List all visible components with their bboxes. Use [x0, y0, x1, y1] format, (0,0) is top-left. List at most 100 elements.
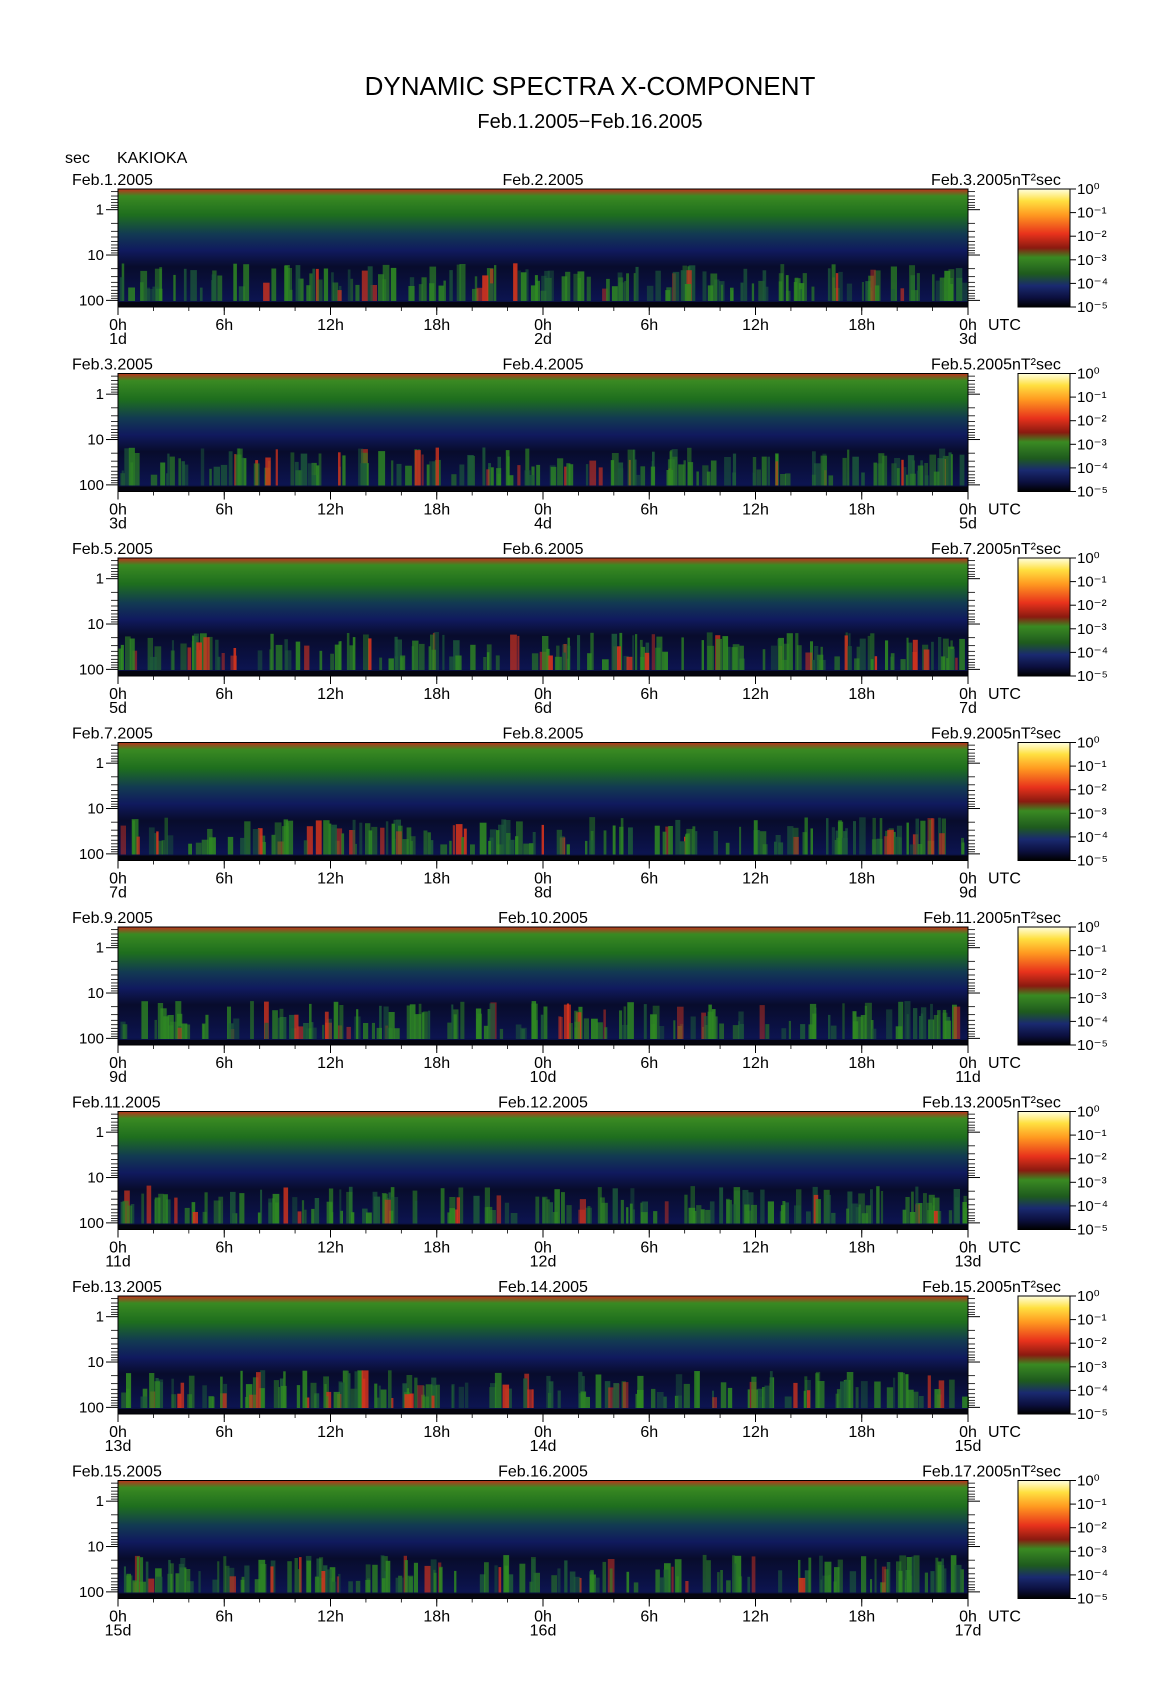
spectrogram-streak — [154, 1019, 157, 1039]
spectrogram-streak — [260, 1564, 267, 1593]
spectrogram-streak — [812, 451, 816, 486]
spectrogram-streak — [583, 1018, 589, 1039]
spectrogram-streak — [655, 647, 661, 670]
spectrogram-streak — [780, 659, 788, 670]
day-label: 3d — [109, 516, 127, 533]
spectrogram-streak — [619, 1010, 623, 1039]
spectrogram-streak — [399, 1577, 404, 1593]
x-tick-label: 0h — [534, 1609, 552, 1626]
spectrogram-streak — [132, 820, 135, 855]
spectrogram-streak — [244, 1397, 249, 1408]
colorbar-tick-label: 10⁻⁴ — [1077, 460, 1108, 477]
panel-date-left: Feb.1.2005 — [72, 172, 153, 189]
spectrogram-texture — [119, 263, 968, 301]
spectrogram-streak — [907, 1389, 914, 1408]
spectrogram-streak — [513, 263, 518, 301]
spectrogram-streak — [726, 646, 731, 670]
x-tick-label: 6h — [640, 1055, 658, 1072]
spectrogram-streak — [934, 1389, 941, 1408]
spectrogram-streak — [188, 843, 192, 855]
spectrogram-streak — [585, 1396, 590, 1408]
spectrogram-streak — [407, 1575, 414, 1593]
spectrogram-streak — [328, 1188, 334, 1224]
spectrogram-streak — [858, 1193, 865, 1224]
spectrogram-streak — [612, 1188, 618, 1224]
spectrogram-streak — [342, 455, 346, 486]
spectrogram-streak — [881, 1566, 887, 1593]
x-unit-label: UTC — [988, 1424, 1021, 1441]
spectrogram-streak — [896, 468, 900, 486]
spectrogram-streak — [507, 456, 510, 486]
spectrogram-streak — [349, 830, 356, 855]
spectrogram-streak — [830, 1025, 837, 1039]
x-tick-label: 12h — [317, 502, 344, 519]
spectrogram-streak — [354, 1371, 359, 1408]
spectrogram-streak — [129, 638, 135, 670]
colorbar-unit-label: nT²sec — [1012, 172, 1061, 189]
spectrogram-streak — [183, 268, 187, 301]
spectrogram-streak — [388, 658, 394, 670]
spectrogram-streak — [453, 640, 460, 670]
spectrogram-streak — [499, 1028, 504, 1039]
spectrogram-streak — [726, 1198, 730, 1224]
spectrogram-streak — [147, 637, 153, 670]
spectrogram-streak — [880, 1582, 886, 1593]
chart-title: DYNAMIC SPECTRA X-COMPONENT — [365, 71, 816, 101]
colorbar-tick-label: 10⁰ — [1077, 1473, 1100, 1490]
spectrogram-streak — [802, 273, 807, 301]
spectrogram-streak — [366, 1212, 372, 1224]
day-label: 9d — [109, 1069, 127, 1086]
spectrogram-streak — [429, 283, 435, 301]
x-tick-label: 6h — [640, 686, 658, 703]
y-tick-label: 100 — [79, 1399, 104, 1416]
spectrogram-streak — [666, 470, 674, 486]
spectrogram-streak — [184, 1569, 191, 1593]
colorbar-tick-label: 10⁻² — [1077, 966, 1107, 983]
spectrogram-streak — [812, 659, 816, 670]
spectrogram-streak — [257, 828, 263, 855]
spectrogram-streak — [603, 830, 607, 855]
spectrogram-streak — [118, 648, 123, 670]
spectrogram-streak — [451, 1384, 455, 1408]
colorbar — [1017, 1111, 1071, 1230]
colorbar — [1017, 188, 1071, 308]
spectrogram-streak — [963, 1208, 969, 1224]
spectrogram-streak — [130, 1204, 135, 1224]
spectrogram-streak — [335, 828, 343, 855]
spectrogram-streak — [323, 268, 329, 301]
spectrogram-streak — [198, 1571, 201, 1593]
spectrogram-streak — [396, 463, 402, 486]
x-tick-label: 12h — [742, 1240, 769, 1257]
x-tick-label: 12h — [317, 317, 344, 334]
spectrogram-streak — [874, 1558, 877, 1593]
spectrogram-streak — [319, 1557, 324, 1593]
spectrogram-streak — [541, 824, 544, 855]
day-label: 1d — [109, 331, 127, 348]
spectrogram-streak — [484, 1562, 489, 1593]
spectrogram-streak — [891, 463, 897, 486]
spectrogram-streak — [351, 1212, 355, 1224]
spectrogram-streak — [870, 269, 876, 301]
spectrogram-streak — [664, 1563, 671, 1593]
spectrogram-streak — [316, 1558, 322, 1593]
spectrogram-streak — [326, 1396, 329, 1408]
spectrogram-streak — [380, 1389, 387, 1408]
x-tick-label: 0h — [109, 1609, 127, 1626]
spectrogram-streak — [912, 639, 918, 670]
spectrogram-streak — [192, 1212, 198, 1224]
spectrogram-streak — [498, 824, 504, 855]
spectrogram-streak — [747, 1389, 750, 1408]
spectrogram-streak — [802, 832, 808, 855]
spectrogram-streak — [817, 1381, 825, 1408]
spectrogram-streak — [644, 652, 650, 670]
spectrogram-streak — [608, 1387, 615, 1408]
spectrogram-streak — [752, 472, 756, 486]
spectrogram-streak — [127, 1205, 133, 1224]
spectrogram-streak — [913, 1008, 918, 1039]
panel-date-right: Feb.15.2005 — [922, 1279, 1012, 1296]
spectrogram-streak — [554, 656, 562, 670]
spectrogram-streak — [847, 1191, 853, 1224]
spectrogram-streak — [915, 1203, 923, 1224]
x-tick-label: 0h — [109, 502, 127, 519]
